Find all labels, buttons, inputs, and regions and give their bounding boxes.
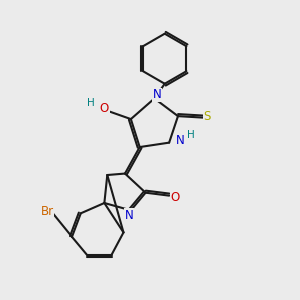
Text: H: H bbox=[187, 130, 195, 140]
Text: H: H bbox=[87, 98, 95, 108]
Text: N: N bbox=[152, 88, 161, 101]
Text: O: O bbox=[100, 102, 109, 115]
Text: Br: Br bbox=[40, 205, 53, 218]
Text: O: O bbox=[170, 190, 180, 204]
Text: N: N bbox=[176, 134, 185, 147]
Text: N: N bbox=[125, 209, 134, 222]
Text: S: S bbox=[204, 110, 211, 123]
